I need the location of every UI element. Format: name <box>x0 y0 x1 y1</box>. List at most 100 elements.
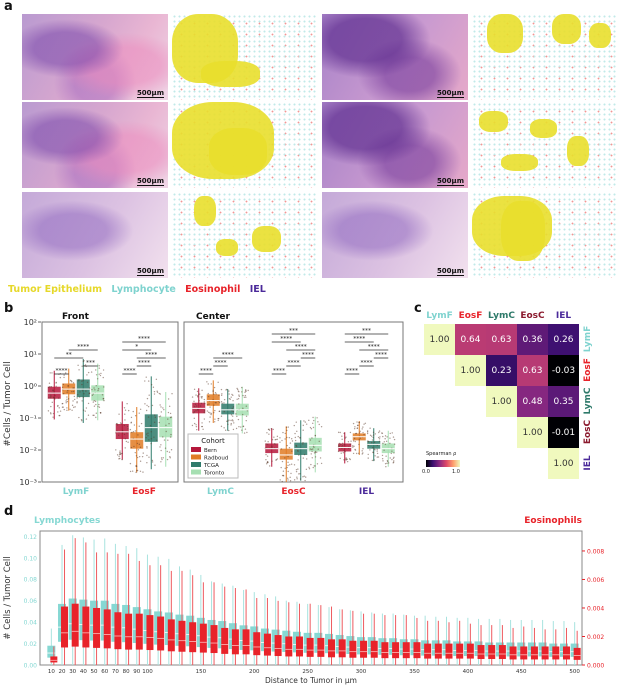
facet-frame <box>183 321 404 483</box>
tumor-epithelium-region <box>530 119 557 139</box>
data-point <box>208 403 210 405</box>
eosinophil-box <box>295 636 303 657</box>
data-point <box>195 394 197 396</box>
data-point <box>207 392 209 395</box>
data-point <box>200 402 203 405</box>
data-point <box>229 398 231 401</box>
data-point <box>223 427 225 429</box>
left-y-tick-label: 0.00 <box>24 663 38 670</box>
data-point <box>116 454 119 456</box>
data-point <box>291 440 294 442</box>
data-point <box>267 428 270 431</box>
data-point <box>295 421 297 423</box>
data-point <box>265 458 267 461</box>
eosinophil-box <box>424 643 432 659</box>
data-point <box>124 447 126 449</box>
data-point <box>84 410 86 412</box>
data-point <box>85 407 88 409</box>
data-point <box>170 449 173 451</box>
data-point <box>200 396 202 398</box>
data-point <box>213 393 215 395</box>
data-point <box>166 458 169 461</box>
data-point <box>101 394 104 396</box>
box <box>221 403 235 415</box>
data-point <box>303 475 305 477</box>
data-point <box>195 410 197 412</box>
data-point <box>309 426 312 429</box>
data-point <box>384 463 387 465</box>
scale-bar: 500μm <box>436 89 464 98</box>
data-point <box>77 394 79 396</box>
data-point <box>86 381 89 384</box>
eosinophil-box <box>199 623 207 653</box>
data-point <box>133 424 136 426</box>
data-point <box>376 456 379 458</box>
data-point <box>141 455 144 458</box>
data-point <box>313 446 315 449</box>
segmentation-map <box>472 102 618 188</box>
data-point <box>162 436 164 438</box>
significance-label: *** <box>289 328 298 335</box>
data-point <box>288 446 291 449</box>
data-point <box>195 405 198 407</box>
data-point <box>280 448 283 450</box>
data-point <box>154 416 157 419</box>
data-point <box>191 396 194 398</box>
data-point <box>246 410 249 412</box>
eosinophil-box <box>231 629 239 655</box>
data-point <box>115 449 117 451</box>
heatmap-col-label: EosF <box>458 311 483 321</box>
data-point <box>242 394 244 397</box>
data-point <box>78 416 80 419</box>
data-point <box>207 411 210 414</box>
data-point <box>289 442 292 444</box>
data-point <box>93 387 95 389</box>
data-point <box>119 450 121 452</box>
data-point <box>146 462 148 464</box>
data-point <box>354 440 356 443</box>
data-point <box>135 455 138 457</box>
data-point <box>160 406 162 408</box>
data-point <box>281 460 284 463</box>
significance-label: **** <box>273 368 285 375</box>
left-y-tick-label: 0.04 <box>24 620 38 627</box>
data-point <box>220 415 223 417</box>
data-point <box>50 395 52 398</box>
data-point <box>337 431 340 434</box>
data-point <box>145 433 148 435</box>
data-point <box>312 426 315 429</box>
data-point <box>74 406 76 408</box>
data-point <box>156 439 158 442</box>
eosinophil-box <box>328 639 336 658</box>
data-point <box>304 479 306 482</box>
data-point <box>129 470 132 473</box>
data-point <box>95 412 98 414</box>
data-point <box>121 432 124 434</box>
data-point <box>344 450 346 453</box>
data-point <box>376 452 379 455</box>
data-point <box>338 442 341 445</box>
data-point <box>231 407 233 410</box>
data-point <box>392 457 395 460</box>
data-point <box>265 463 268 465</box>
heatmap-cell: 1.00 <box>548 448 579 479</box>
data-point <box>230 419 232 422</box>
data-point <box>98 406 101 408</box>
data-point <box>66 409 68 412</box>
panel-d-label: d <box>4 504 14 519</box>
data-point <box>218 417 220 420</box>
data-point <box>308 467 311 470</box>
data-point <box>381 454 384 457</box>
panel-b-label: b <box>4 301 14 316</box>
data-point <box>98 367 101 369</box>
data-point <box>369 449 371 451</box>
data-point <box>312 416 314 419</box>
data-point <box>355 452 358 455</box>
data-point <box>201 389 203 392</box>
data-point <box>201 397 203 399</box>
data-point <box>233 422 235 424</box>
data-point <box>358 452 360 455</box>
data-point <box>81 383 83 386</box>
data-point <box>124 438 127 440</box>
data-point <box>232 406 235 408</box>
